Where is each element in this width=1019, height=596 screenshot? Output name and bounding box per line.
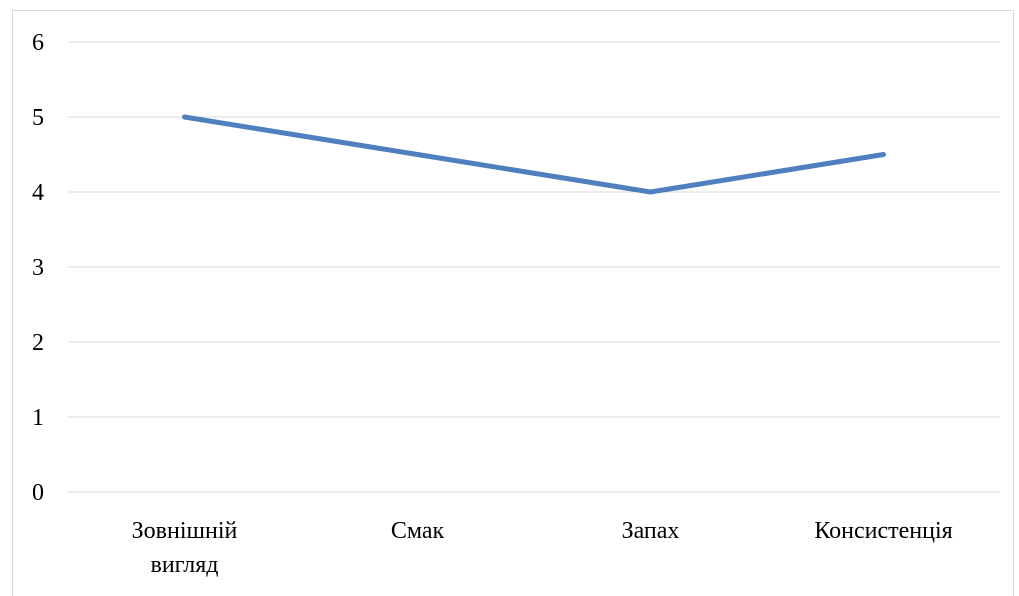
x-category-label-line: Запах <box>622 518 680 544</box>
x-category-label: Запах <box>622 518 680 544</box>
y-tick-label: 5 <box>32 105 44 131</box>
x-category-label: Консистенція <box>814 518 952 544</box>
x-category-label-line: Смак <box>391 518 445 544</box>
y-tick-label: 0 <box>32 480 44 506</box>
x-category-label-line: вигляд <box>150 552 218 578</box>
x-category-label: Зовнішній вигляд <box>132 518 238 578</box>
y-tick-label: 6 <box>32 30 44 56</box>
series-lines <box>182 114 886 195</box>
y-tick-label: 4 <box>32 180 44 206</box>
chart-frame <box>12 10 1014 596</box>
y-axis-tick-labels: 0 1 2 3 4 5 6 <box>32 30 44 506</box>
series-line <box>182 114 886 195</box>
gridlines <box>68 41 1000 493</box>
x-category-label-line: Консистенція <box>814 518 952 544</box>
x-category-label-line: Зовнішній <box>132 518 238 544</box>
y-tick-label: 1 <box>32 405 44 431</box>
y-tick-label: 3 <box>32 255 44 281</box>
x-axis-category-labels: Зовнішній вигляд Смак Запах Консистенція <box>132 518 953 578</box>
y-tick-label: 2 <box>32 330 44 356</box>
x-category-label: Смак <box>391 518 445 544</box>
